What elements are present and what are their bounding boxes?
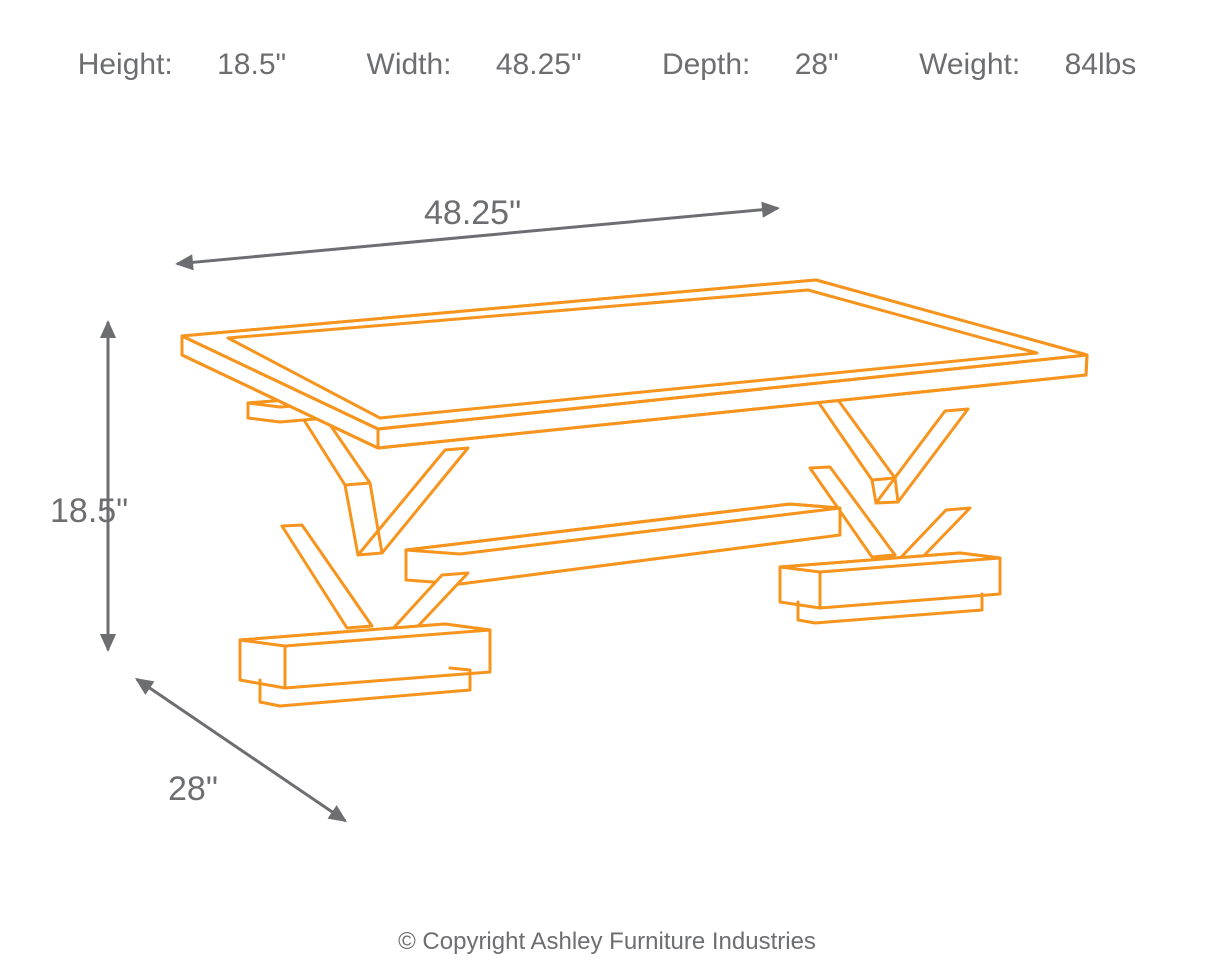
copyright-text: © Copyright Ashley Furniture Industries bbox=[0, 928, 1214, 956]
height-callout: 18.5" bbox=[50, 492, 128, 531]
table-drawing bbox=[182, 280, 1087, 706]
dimension-diagram bbox=[0, 0, 1214, 971]
width-callout: 48.25" bbox=[424, 194, 521, 233]
depth-callout: 28" bbox=[168, 770, 218, 809]
